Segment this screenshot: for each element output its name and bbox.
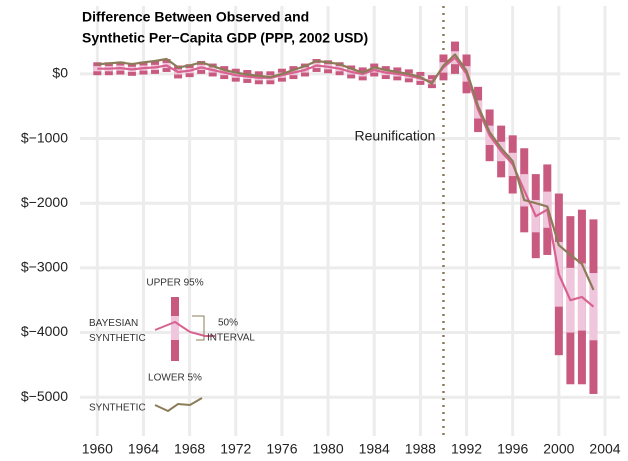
legend-label: LOWER 5% (148, 373, 202, 384)
x-tick-label: 1988 (405, 441, 436, 457)
legend-label: 50% (218, 318, 238, 329)
legend-label: SYNTHETIC (89, 403, 146, 414)
y-tick-label: $0 (52, 65, 68, 81)
legend-label: INTERVAL (207, 333, 255, 344)
x-tick-label: 1964 (128, 441, 159, 457)
legend-label: BAYESIAN SYNTHETIC (89, 318, 146, 344)
series-line (97, 53, 595, 291)
chart-title: Difference Between Observed and (82, 9, 309, 25)
y-tick-label: $−4000 (21, 323, 68, 339)
legend-line (154, 320, 215, 337)
x-tick-label: 1984 (359, 441, 390, 457)
x-tick-label: 1980 (312, 441, 343, 457)
legend-bracket (192, 315, 205, 341)
y-tick-label: $−5000 (21, 388, 68, 404)
marks (93, 6, 598, 436)
x-tick-label: 2004 (589, 441, 620, 457)
x-tick-label: 1992 (451, 441, 482, 457)
y-tick-label: $−2000 (21, 194, 68, 210)
annotation: Reunification (355, 128, 436, 144)
y-tick-label: $−1000 (21, 129, 68, 145)
chart-title: Synthetic Per−Capita GDP (PPP, 2002 USD) (82, 30, 368, 46)
legend: UPPER 95% BAYESIAN SYNTHETIC 50% INTERVA… (89, 278, 255, 414)
legend-label: UPPER 95% (146, 278, 203, 289)
x-tick-label: 1972 (220, 441, 251, 457)
legend-swatch (171, 316, 179, 340)
x-tick-label: 1996 (497, 441, 528, 457)
x-tick-label: 1968 (174, 441, 205, 457)
x-tick-label: 2000 (543, 441, 574, 457)
x-tick-label: 1960 (82, 441, 113, 457)
x-tick-label: 1976 (266, 441, 297, 457)
series-line (97, 56, 595, 308)
legend-line (154, 397, 203, 413)
y-tick-label: $−3000 (21, 259, 68, 275)
